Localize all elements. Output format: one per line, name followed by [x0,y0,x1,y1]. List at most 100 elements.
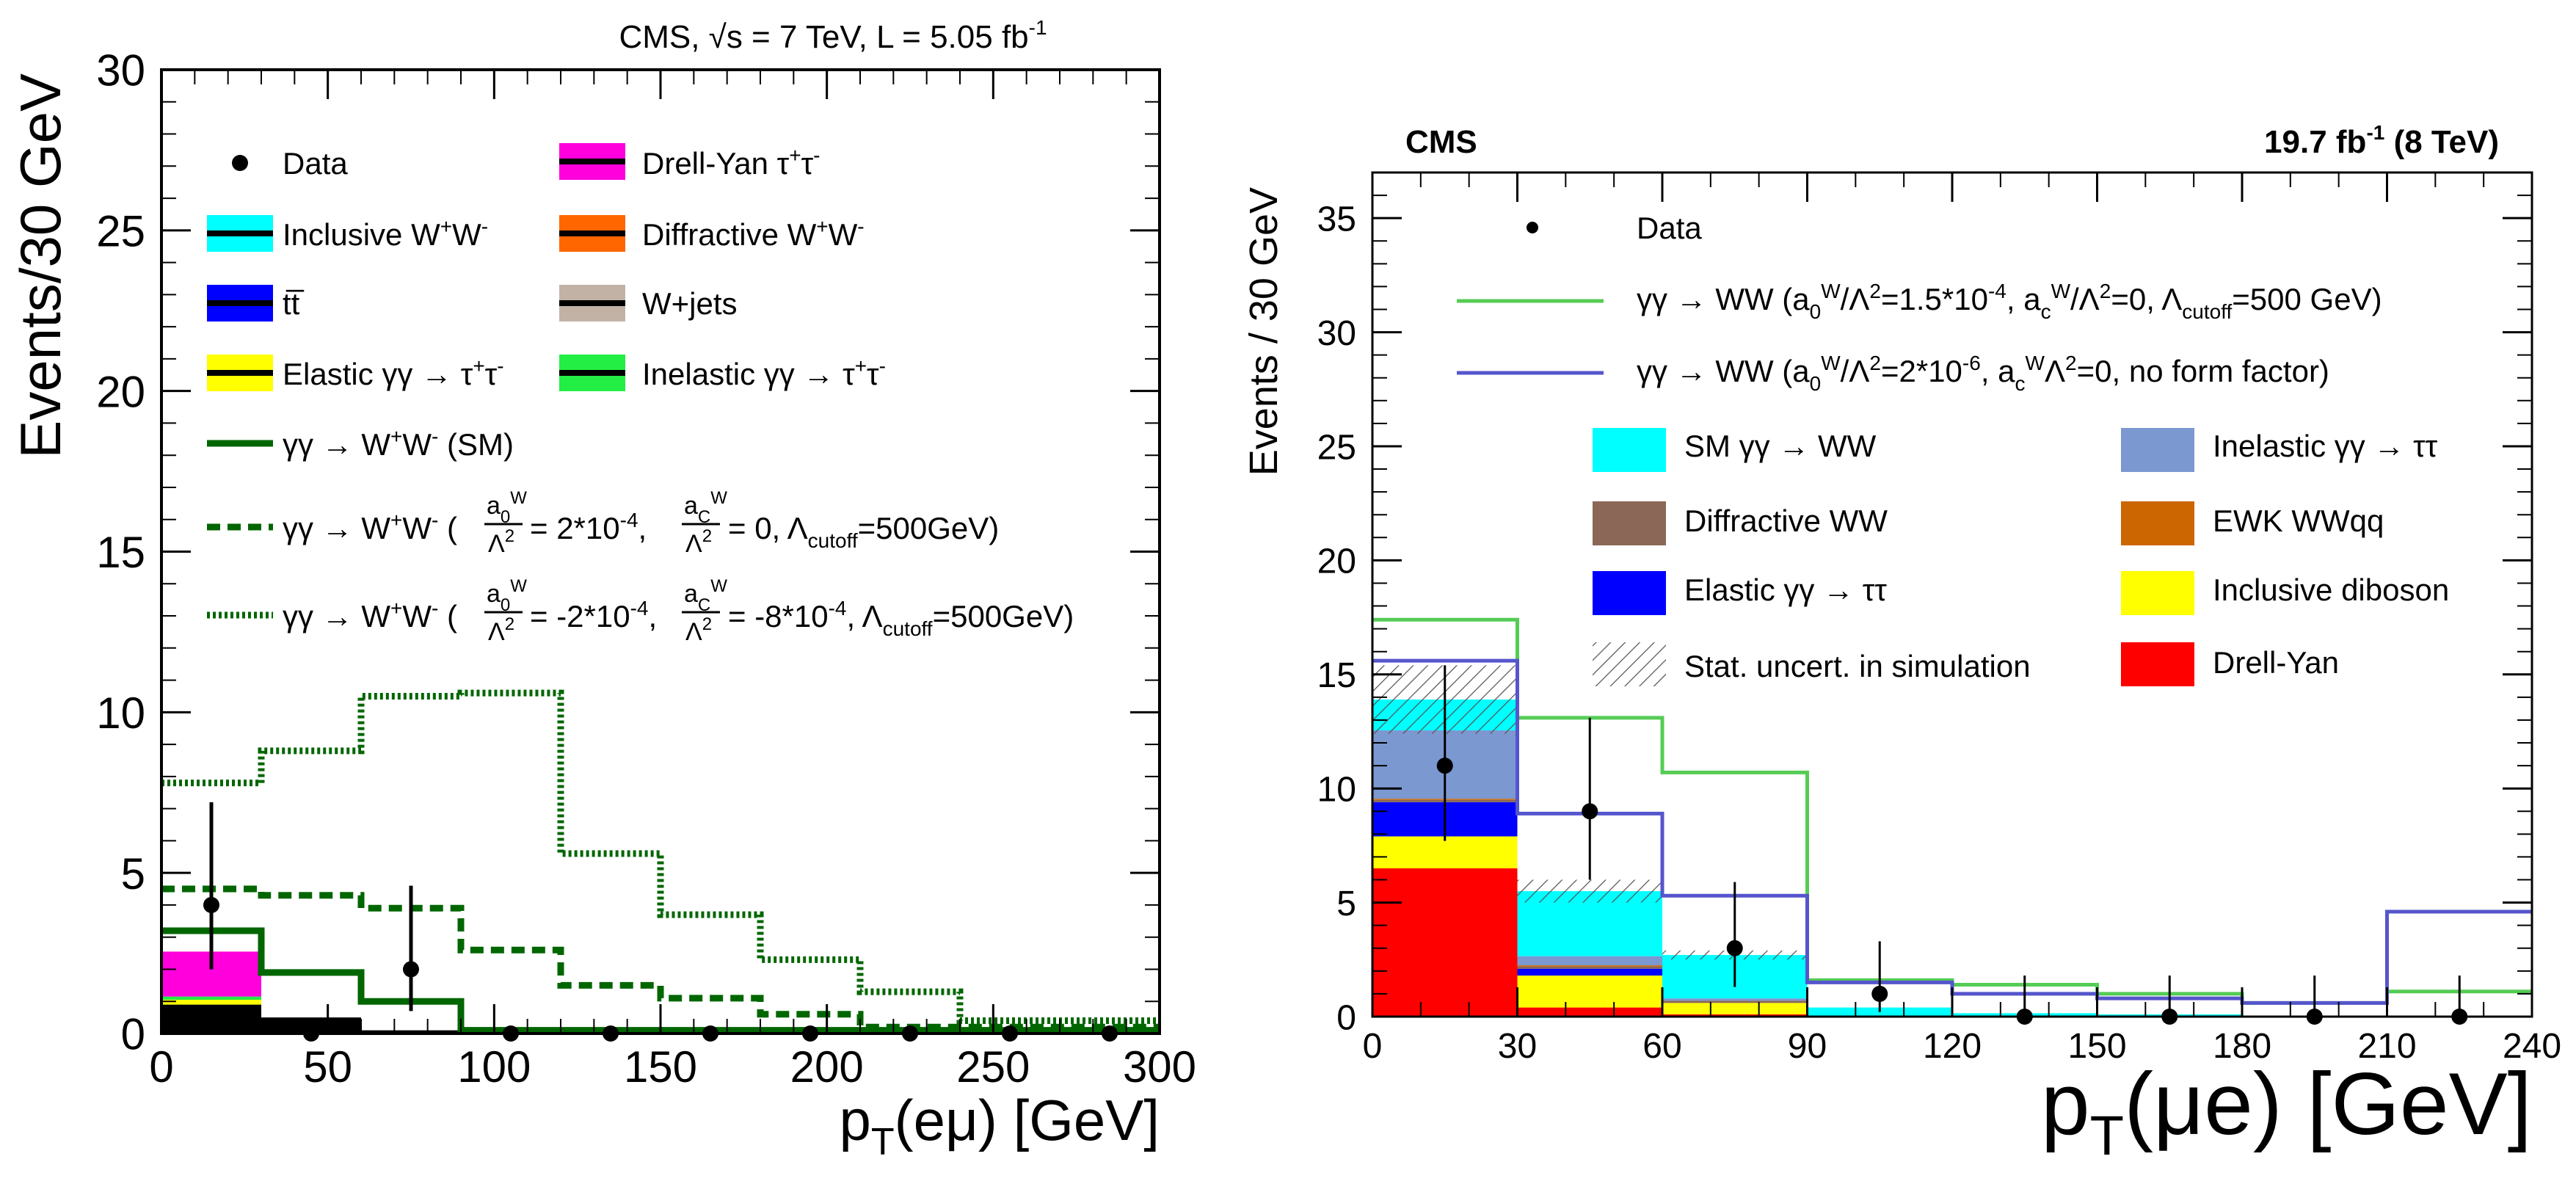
y-tick-label-3: 15 [1317,656,1356,695]
stack-bar-diffractive-ww-1 [1517,966,1662,969]
legend-swatch-diffractive [1593,501,1666,545]
left-header: CMS, √s = 7 TeV, L = 5.05 fb-1 [619,16,1047,55]
x-tick-label-0: 0 [149,1042,173,1092]
legend-label-data: Data [283,146,348,181]
svg-text:a0W: a0W [487,488,527,527]
legend-swatch-diboson [2121,571,2194,615]
x-tick-label-3: 150 [624,1042,697,1092]
y-tick-label-1: 5 [1336,885,1356,923]
legend-label-aqgc2: γγ → W+W- ( [283,597,457,633]
right-title-lumi: 19.7 fb-1 (8 TeV) [2264,121,2499,160]
x-tick-label-6: 300 [1123,1042,1196,1092]
legend-label-stat-uncert: Stat. uncert. in simulation [1684,649,2031,683]
left-legend: Data Drell-Yan τ+τ- Inclusive W+W- Diffr… [207,143,1074,646]
left-y-axis-title: Events/30 GeV [8,73,73,459]
uncertainty-band-1 [1517,879,1662,903]
right-plot-area: 0 30 60 90 120 150 180 210 240 0 5 10 15 20 25 30 35 [1317,172,2561,1066]
x-tick-label-5: 250 [956,1042,1030,1092]
x-tick-label-0: 0 [1363,1027,1383,1066]
svg-text:= 0, Λcutoff=500GeV): = 0, Λcutoff=500GeV) [728,511,999,552]
stack-bar-drell-yan-1 [1517,1007,1662,1017]
legend-label-sm: γγ → W+W- (SM) [283,425,514,462]
legend-label-aqgc1: γγ → W+W- ( [283,509,457,545]
stack-bar-inelastic-1 [1517,956,1662,966]
y-tick-label-5: 25 [1317,428,1356,467]
legend-swatch-stat-uncert [1593,642,1666,686]
stack-bar-diffractive-ww-2 [1662,1000,1808,1003]
legend-label-data: Data [1637,211,1702,245]
legend-label-diffractive: Diffractive WW [1684,504,1888,538]
legend-swatch-ewk [2121,501,2194,545]
y-tick-label-5: 25 [96,206,145,255]
legend-label-green: γγ → WW (a0W/Λ2=1.5*10-4, acW/Λ2=0, Λcut… [1637,280,2382,323]
legend-swatch-inelastic [2121,428,2194,472]
svg-text:= -8*10-4, Λcutoff=500GeV): = -8*10-4, Λcutoff=500GeV) [728,597,1074,640]
right-y-axis-title: Events / 30 GeV [1242,187,1286,476]
x-tick-label-3: 90 [1788,1027,1827,1066]
x-tick-label-5: 150 [2067,1027,2126,1066]
stack-bar-drell-yan-0 [1372,868,1518,1017]
right-title-cms: CMS [1405,124,1477,160]
legend-label-inelastic: Inelastic γγ → ττ [2213,429,2438,463]
legend-label-sm: SM γγ → WW [1684,429,1877,463]
legend-swatch-sm [1593,428,1666,472]
svg-text:Λ2: Λ2 [685,614,712,646]
right-frame [1371,171,2533,1018]
y-tick-label-4: 20 [96,367,145,416]
data-point-1 [1582,803,1598,820]
legend-label-elastic: Elastic γγ → τ+τ- [283,355,504,391]
legend-data-marker [1527,222,1538,233]
series-line-2 [161,689,1160,1024]
x-tick-label-4: 120 [1923,1027,1982,1066]
data-point-3 [1871,985,1888,1002]
y-tick-label-0: 0 [1336,998,1356,1037]
legend-label-diffractive-ww: Diffractive W+W- [642,215,865,252]
stack-bar-inclusive-diboson-0 [1372,836,1518,868]
y-tick-label-7: 35 [1317,200,1356,239]
svg-text:aCW: aCW [684,488,727,527]
stack-bar-t-t-simplified-ttbar-inclusive-low-bins-0 [161,1004,261,1034]
x-tick-label-1: 50 [303,1042,352,1092]
stack-bar-t-t-simplified-ttbar-inclusive-low-bins-2 [361,1030,461,1034]
left-chart: CMS, √s = 7 TeV, L = 5.05 fb-1 0 50 100 150… [8,16,1196,1163]
left-x-axis-title: pT(eμ) [GeV] [839,1088,1160,1163]
series-line-1 [161,885,1160,1031]
legend-label-diboson: Inclusive diboson [2213,573,2449,607]
y-tick-label-4: 20 [1317,542,1356,581]
stack-bar-drell-yan-2 [1662,1014,1808,1017]
legend-label-ttbar: tt̅ [283,286,305,321]
x-tick-label-6: 180 [2213,1027,2271,1066]
data-point-0 [1436,758,1453,774]
y-tick-label-6: 30 [1317,314,1356,353]
x-tick-label-1: 30 [1498,1027,1537,1066]
right-x-axis-title: pT(μe) [GeV] [2041,1055,2532,1167]
legend-label-drellyan: Drell-Yan τ+τ- [642,144,820,181]
stack-bar-inclusive-diboson-2 [1662,1003,1808,1014]
legend-label-elastic: Elastic γγ → ττ [1684,573,1887,607]
svg-text:= 2*10-4,: = 2*10-4, [530,509,647,545]
svg-text:aCW: aCW [684,576,727,615]
stack-bar-inclusive-diboson-1 [1517,976,1662,1008]
stack-bar-inelastic-0 [161,996,261,1000]
left-plot-area: 0 50 100 150 200 250 300 0 5 10 15 20 25 30 [96,46,1196,1092]
right-chart: CMS 19.7 fb-1 (8 TeV) 0 30 60 90 120 150 180 21… [1242,121,2561,1167]
legend-label-wjets: W+jets [642,286,738,321]
svg-text:= -2*10-4,: = -2*10-4, [530,597,657,633]
svg-text:Λ2: Λ2 [685,526,712,558]
y-tick-label-2: 10 [96,689,145,738]
stack-bar-elastic-1 [1517,968,1662,976]
y-tick-label-3: 15 [96,528,145,577]
stack-bar-ewk-wwqq-1 [1517,965,1662,967]
y-tick-label-1: 5 [121,849,145,898]
svg-text:Λ2: Λ2 [488,614,514,646]
x-tick-label-8: 240 [2503,1027,2561,1066]
legend-label-blue: γγ → WW (a0W/Λ2=2*10-6, acWΛ2=0, no form… [1637,352,2329,395]
data-point-0 [203,896,219,913]
x-tick-label-4: 200 [790,1042,864,1092]
legend-swatch-elastic [1593,571,1666,615]
legend-swatch-drellyan [2121,642,2194,686]
legend-label-inelastic: Inelastic γγ → τ+τ- [642,355,886,391]
legend-label-ewk: EWK WWqq [2213,504,2384,538]
legend-label-inclusive-ww: Inclusive W+W- [283,215,488,252]
